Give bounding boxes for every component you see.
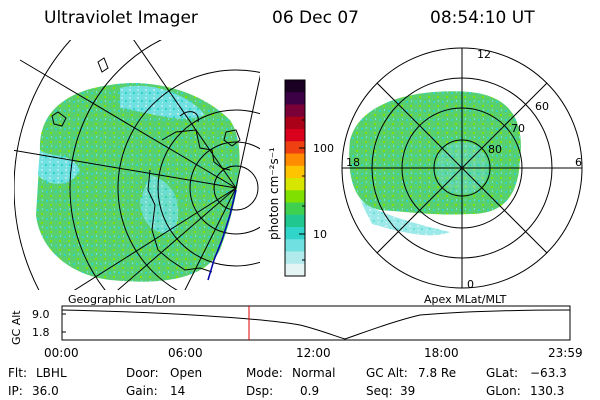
- colorbar-segment: [285, 80, 305, 93]
- instrument-title: Ultraviolet Imager: [44, 8, 198, 28]
- colorbar-segment: [285, 263, 305, 277]
- flt-value: LBHL: [36, 366, 67, 380]
- colorbar-segment: [285, 116, 305, 130]
- glat-value: −63.3: [530, 366, 567, 380]
- time-label: 08:54:10 UT: [430, 8, 535, 28]
- colorbar-segment: [285, 165, 305, 179]
- colorbar-segment: [285, 227, 305, 240]
- dsp-label: Dsp:: [246, 384, 274, 398]
- mlat-label-80: 80: [488, 143, 502, 156]
- mlt-label-12: 12: [477, 48, 491, 61]
- mlat-label-60: 60: [535, 100, 549, 113]
- altitude-ytick-9: 9.0: [32, 308, 50, 321]
- colorbar-unit-label: photon cm⁻²s⁻¹: [267, 147, 281, 240]
- colorbar-segment: [285, 214, 305, 228]
- seq-value: 39: [400, 384, 416, 398]
- glat-label: GLat:: [486, 366, 519, 380]
- colorbar-segment: [285, 190, 305, 203]
- gc-alt-label: GC Alt:: [366, 366, 408, 380]
- glon-value: 130.3: [530, 384, 565, 398]
- apex-polar-map: 12 18 6 0 60 70 80: [341, 47, 583, 291]
- mlat-label-70: 70: [511, 122, 525, 135]
- geographic-grid: [14, 40, 260, 290]
- mode-value: Normal: [292, 366, 336, 380]
- colorbar-segment: [285, 141, 305, 154]
- gain-value: 14: [170, 384, 186, 398]
- altitude-ytick-1-8: 1.8: [32, 326, 50, 339]
- mode-label: Mode:: [246, 366, 283, 380]
- time-tick-0600: 06:00: [168, 346, 203, 360]
- time-tick-2359: 23:59: [548, 346, 583, 360]
- colorbar-segment: [285, 104, 305, 118]
- door-value: Open: [170, 366, 203, 380]
- ip-label: IP:: [8, 384, 23, 398]
- door-label: Door:: [126, 366, 159, 380]
- colorbar-segment: [285, 251, 305, 265]
- geographic-map: [14, 40, 260, 290]
- date-label: 06 Dec 07: [272, 8, 359, 28]
- apex-map-label: Apex MLat/MLT: [424, 293, 507, 306]
- time-tick-1200: 12:00: [296, 346, 331, 360]
- ip-value: 36.0: [32, 384, 59, 398]
- mlt-label-6: 6: [575, 156, 582, 169]
- altitude-ylabel: GC Alt: [10, 310, 23, 345]
- flt-label: Flt:: [8, 366, 27, 380]
- colorbar-segment: [285, 92, 305, 105]
- altitude-plot: GC Alt 9.0 1.8: [10, 305, 571, 345]
- colorbar-segment: [285, 178, 305, 191]
- colorbar-tick-100: 100: [313, 142, 334, 155]
- colorbar-tick-10: 10: [313, 228, 327, 241]
- seq-label: Seq:: [366, 384, 393, 398]
- time-tick-0000: 00:00: [44, 346, 79, 360]
- glon-label: GLon:: [486, 384, 521, 398]
- dsp-value: 0.9: [300, 384, 320, 398]
- mlt-label-18: 18: [346, 156, 360, 169]
- colorbar-segment: [285, 202, 305, 216]
- time-tick-1800: 18:00: [424, 346, 459, 360]
- intensity-colorbar: 100 10 photon cm⁻²s⁻¹: [267, 79, 334, 277]
- colorbar-segment: [285, 153, 305, 167]
- gc-alt-value: 7.8 Re: [418, 366, 457, 380]
- mlt-label-0: 0: [467, 278, 474, 291]
- geographic-map-label: Geographic Lat/Lon: [68, 293, 176, 306]
- coastlines: [51, 57, 241, 273]
- gain-label: Gain:: [126, 384, 158, 398]
- colorbar-segment: [285, 239, 305, 252]
- colorbar-segment: [285, 129, 305, 142]
